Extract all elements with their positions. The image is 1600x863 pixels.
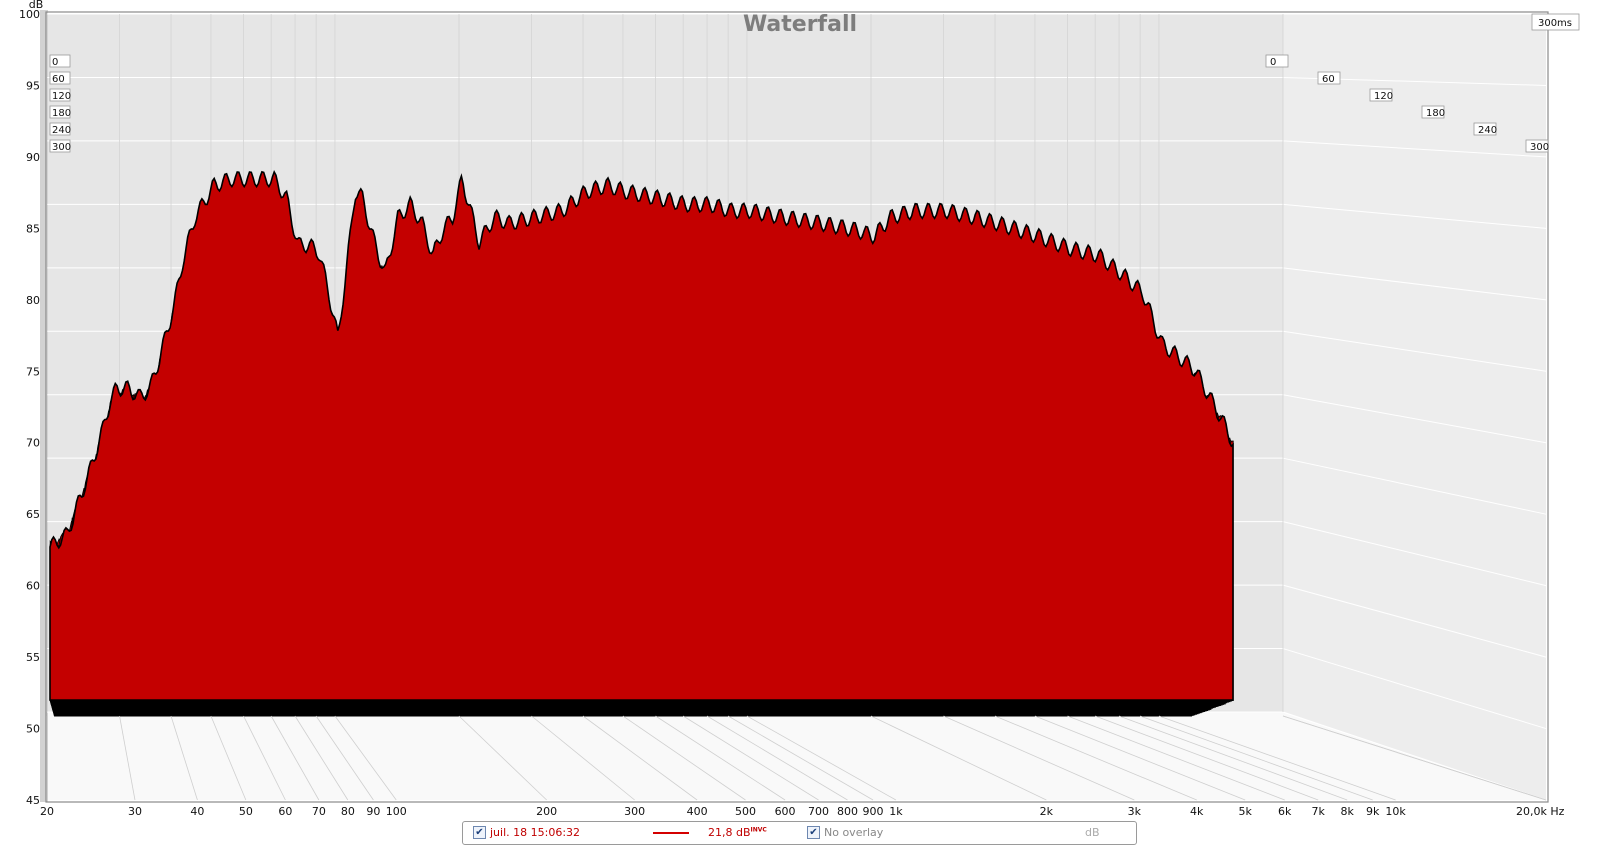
waterfall-slices <box>49 170 1234 717</box>
x-tick-label: 70 <box>312 805 326 818</box>
x-tick-label: 10k <box>1385 805 1406 818</box>
time-axis-label-right: 300 <box>1525 139 1549 153</box>
legend-bar: ✔ juil. 18 15:06:32 21,8 dBINVC ✔ No ove… <box>462 821 1137 845</box>
svg-text:300ms: 300ms <box>1538 18 1572 29</box>
overlay-checkbox[interactable]: ✔ <box>807 826 820 839</box>
time-axis-label-right: 180 <box>1421 105 1445 119</box>
x-tick-label: 6k <box>1278 805 1292 818</box>
x-tick-label: 60 <box>278 805 292 818</box>
chart-floor <box>46 715 1547 801</box>
time-axis-label-left: 300 <box>49 139 71 153</box>
svg-text:0: 0 <box>52 57 58 68</box>
x-tick-label: 100 <box>386 805 407 818</box>
svg-text:180: 180 <box>1426 108 1445 119</box>
time-axis-label-left: 240 <box>49 122 71 136</box>
svg-text:240: 240 <box>52 125 71 136</box>
measurement-checkbox[interactable]: ✔ <box>473 826 486 839</box>
x-tick-label: 50 <box>239 805 253 818</box>
time-axis-label-left: 60 <box>49 71 71 85</box>
x-tick-label: 1k <box>889 805 903 818</box>
x-tick-label: 400 <box>687 805 708 818</box>
time-axis-label-left: 120 <box>49 88 71 102</box>
time-axis-label-right: 0 <box>1265 54 1289 68</box>
svg-text:60: 60 <box>52 74 65 85</box>
svg-text:300: 300 <box>52 142 71 153</box>
x-tick-label: 20,0k Hz <box>1516 805 1565 818</box>
y-unit-label: dB <box>29 0 44 11</box>
overlay-label[interactable]: No overlay <box>824 826 884 839</box>
x-tick-label: 600 <box>775 805 796 818</box>
svg-text:240: 240 <box>1478 125 1497 136</box>
x-tick-label: 30 <box>128 805 142 818</box>
svg-text:0: 0 <box>1270 57 1276 68</box>
svg-text:120: 120 <box>1374 91 1393 102</box>
y-tick-label: 45 <box>26 794 40 807</box>
measurement-name[interactable]: juil. 18 15:06:32 <box>490 826 581 839</box>
chart-title: Waterfall <box>743 12 857 37</box>
y-tick-label: 100 <box>19 8 40 21</box>
x-tick-label: 700 <box>808 805 829 818</box>
time-axis-label-left: 0 <box>49 54 71 68</box>
y-tick-label: 90 <box>26 151 40 164</box>
y-tick-label: 70 <box>26 437 40 450</box>
x-tick-label: 4k <box>1190 805 1204 818</box>
x-tick-label: 5k <box>1238 805 1252 818</box>
x-tick-label: 200 <box>536 805 557 818</box>
unit-label: dB <box>1085 826 1100 839</box>
x-tick-label: 90 <box>366 805 380 818</box>
x-tick-label: 8k <box>1340 805 1354 818</box>
y-tick-label: 95 <box>26 79 40 92</box>
x-tick-label: 40 <box>190 805 204 818</box>
time-axis-label-right: 240 <box>1473 122 1497 136</box>
waterfall-slice <box>49 170 1234 701</box>
x-tick-label: 9k <box>1366 805 1380 818</box>
x-tick-label: 800 <box>837 805 858 818</box>
y-tick-label: 60 <box>26 580 40 593</box>
y-tick-label: 85 <box>26 222 40 235</box>
y-tick-label: 80 <box>26 294 40 307</box>
y-tick-label: 65 <box>26 508 40 521</box>
axis-labels: 0 0 60 60 120 120 180 180 240 240 300 300 45 50 55 60 65… <box>19 0 1565 818</box>
x-tick-label: 300 <box>624 805 645 818</box>
svg-text:300: 300 <box>1530 142 1549 153</box>
measurement-level: 21,8 dBINVC <box>708 826 767 839</box>
y-tick-label: 75 <box>26 365 40 378</box>
x-tick-label: 20 <box>40 805 54 818</box>
x-tick-label: 900 <box>863 805 884 818</box>
svg-text:120: 120 <box>52 91 71 102</box>
x-tick-label: 500 <box>735 805 756 818</box>
y-tick-label: 55 <box>26 651 40 664</box>
time-axis-label-left: 180 <box>49 105 71 119</box>
x-tick-label: 7k <box>1311 805 1325 818</box>
x-tick-label: 80 <box>341 805 355 818</box>
x-tick-label: 3k <box>1128 805 1142 818</box>
svg-text:60: 60 <box>1322 74 1335 85</box>
time-max-label: 300ms <box>1531 13 1580 31</box>
y-tick-label: 50 <box>26 723 40 736</box>
measurement-line-swatch <box>653 832 689 834</box>
time-axis-label-right: 120 <box>1369 88 1393 102</box>
svg-text:180: 180 <box>52 108 71 119</box>
x-tick-label: 2k <box>1040 805 1054 818</box>
time-axis-label-right: 60 <box>1317 71 1341 85</box>
